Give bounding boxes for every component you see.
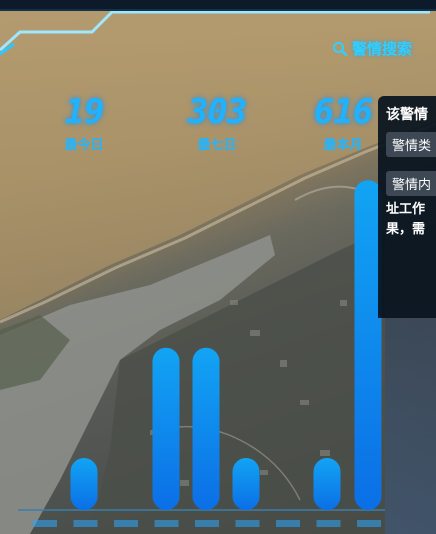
x-tick-4 bbox=[195, 520, 219, 527]
popup-field-type: 警情类 bbox=[386, 132, 436, 157]
alarm-search-label: 警情搜索 bbox=[351, 40, 412, 58]
x-tick-2 bbox=[114, 520, 138, 527]
popup-title: 该警情 bbox=[386, 107, 428, 123]
popup-field-content: 警情内 bbox=[386, 171, 436, 196]
x-tick-7 bbox=[316, 520, 341, 527]
bar-4[interactable] bbox=[232, 458, 260, 510]
x-tick-6 bbox=[276, 520, 300, 527]
stat-month-label: 最本月 bbox=[323, 138, 363, 153]
stat-today-label: 最今日 bbox=[64, 138, 104, 153]
stat-week: 303 最七日 bbox=[162, 92, 272, 153]
x-tick-8 bbox=[357, 520, 381, 527]
alarm-search-link[interactable]: 警情搜索 bbox=[332, 38, 412, 59]
side-panel bbox=[385, 318, 436, 534]
alarm-detail-popup[interactable]: 该警情 警情类 警情内 址工作 果，需 bbox=[378, 96, 436, 318]
stat-today: 19 最今日 bbox=[29, 92, 139, 153]
stat-week-label: 最七日 bbox=[197, 138, 237, 153]
x-tick-5 bbox=[235, 520, 260, 527]
popup-text-line2: 果，需 bbox=[386, 222, 426, 237]
stat-month-value: 616 bbox=[313, 92, 373, 132]
stat-month: 616 最本月 bbox=[288, 92, 398, 153]
stat-today-value: 19 bbox=[64, 92, 105, 132]
bar-3[interactable] bbox=[192, 347, 220, 510]
popup-text-line1: 址工作 bbox=[386, 202, 426, 217]
stat-week-value: 303 bbox=[187, 92, 247, 132]
bar-2[interactable] bbox=[152, 347, 180, 510]
x-tick-0 bbox=[33, 520, 57, 527]
search-icon bbox=[332, 41, 348, 56]
x-tick-1 bbox=[73, 520, 98, 527]
bar-0[interactable] bbox=[70, 458, 98, 510]
x-tick-3 bbox=[154, 520, 179, 527]
bar-6[interactable] bbox=[313, 458, 341, 510]
bar-7[interactable] bbox=[354, 180, 382, 511]
